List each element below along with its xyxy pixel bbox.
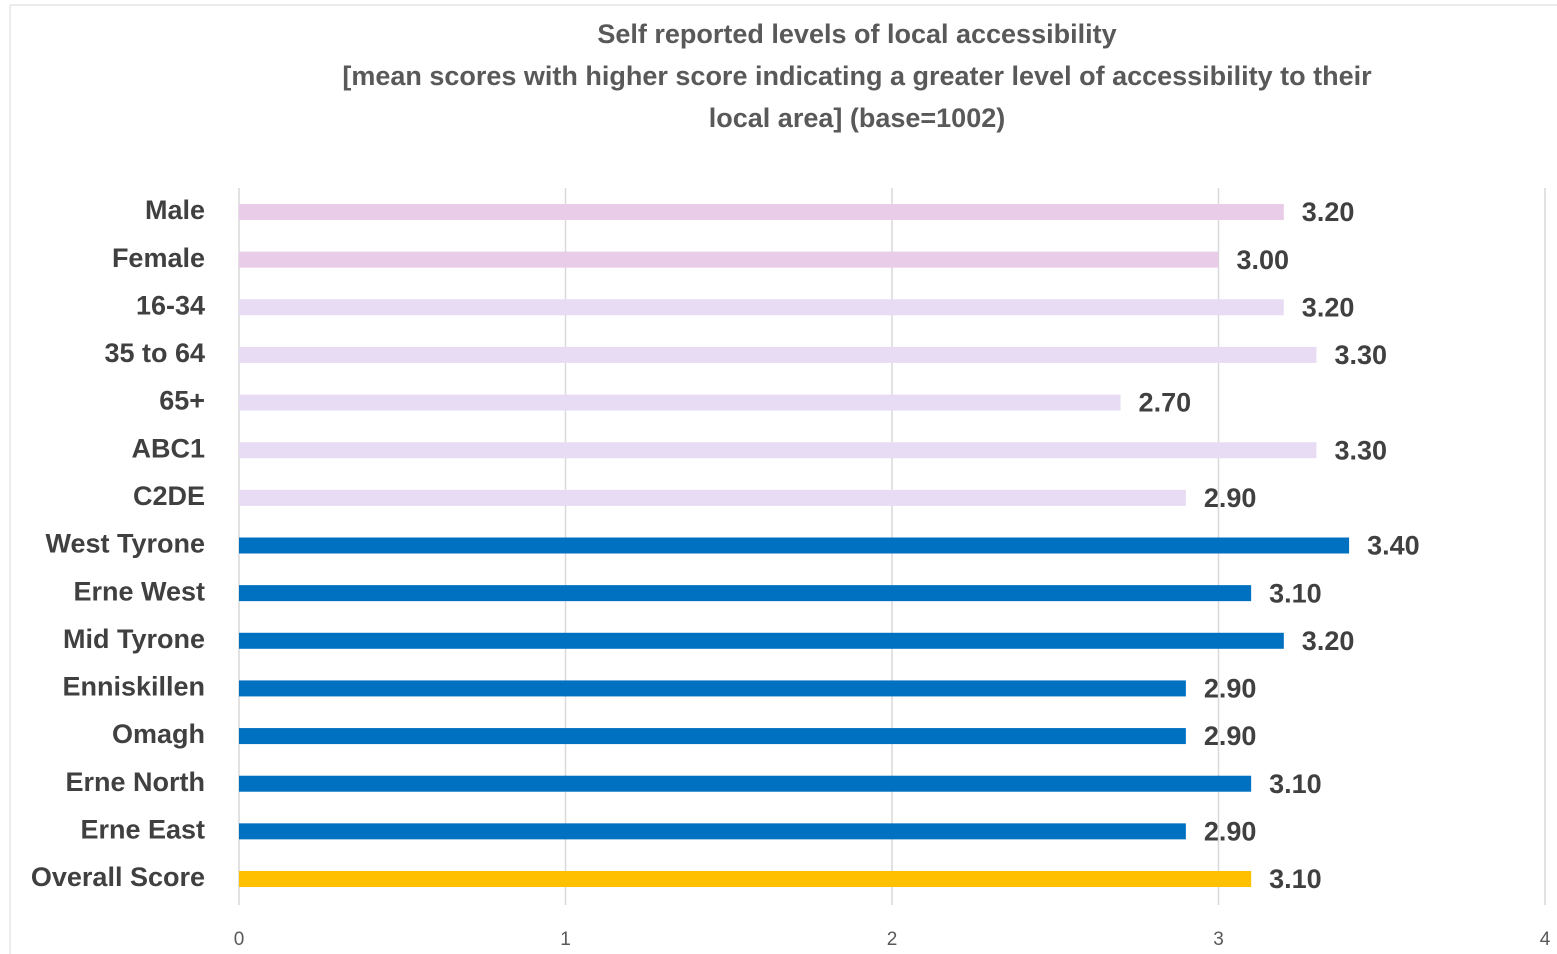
chart-title: [mean scores with higher score indicatin… (342, 61, 1372, 91)
bar (239, 299, 1284, 316)
bar (239, 871, 1252, 887)
bar (239, 251, 1219, 268)
category-label: Erne West (73, 576, 205, 606)
bar (239, 489, 1186, 506)
bar (239, 728, 1186, 745)
x-tick-label: 3 (1213, 929, 1224, 950)
category-label: ABC1 (131, 433, 205, 463)
value-label: 3.10 (1269, 769, 1322, 799)
x-tick-label: 0 (234, 929, 245, 950)
value-label: 3.30 (1334, 340, 1387, 370)
value-label: 3.00 (1237, 245, 1290, 275)
bar (239, 537, 1350, 554)
bar (239, 346, 1317, 363)
value-label: 3.10 (1269, 864, 1322, 894)
value-label: 3.20 (1302, 197, 1355, 227)
category-label: Overall Score (31, 862, 205, 892)
bar (239, 775, 1252, 792)
bar (239, 632, 1284, 649)
category-label: C2DE (133, 481, 205, 511)
bar (239, 680, 1186, 697)
chart-title: Self reported levels of local accessibil… (597, 19, 1116, 49)
category-label: Enniskillen (62, 672, 205, 702)
value-label: 2.90 (1204, 816, 1257, 846)
category-label: Omagh (112, 719, 205, 749)
category-label: Erne East (80, 814, 205, 844)
bar (239, 394, 1121, 411)
bar (239, 442, 1317, 459)
value-label: 3.20 (1302, 626, 1355, 656)
category-label: 65+ (159, 386, 205, 416)
x-tick-label: 2 (887, 929, 898, 950)
bar (239, 585, 1252, 602)
category-label: Erne North (65, 767, 205, 797)
category-label: 16-34 (136, 290, 205, 320)
value-label: 3.40 (1367, 531, 1420, 561)
bar (239, 204, 1284, 220)
x-tick-label: 4 (1540, 929, 1551, 950)
bar (239, 823, 1186, 840)
chart-title: local area] (base=1002) (709, 103, 1005, 133)
value-label: 3.30 (1334, 435, 1387, 465)
category-label: West Tyrone (45, 529, 205, 559)
value-label: 3.10 (1269, 578, 1322, 608)
category-label: Male (145, 195, 205, 225)
value-label: 2.90 (1204, 483, 1257, 513)
category-label: 35 to 64 (104, 338, 205, 368)
value-label: 2.90 (1204, 674, 1257, 704)
category-label: Female (112, 243, 205, 273)
value-label: 3.20 (1302, 292, 1355, 322)
x-tick-label: 1 (560, 929, 571, 950)
value-label: 2.70 (1139, 388, 1192, 418)
value-label: 2.90 (1204, 721, 1257, 751)
category-label: Mid Tyrone (63, 624, 205, 654)
